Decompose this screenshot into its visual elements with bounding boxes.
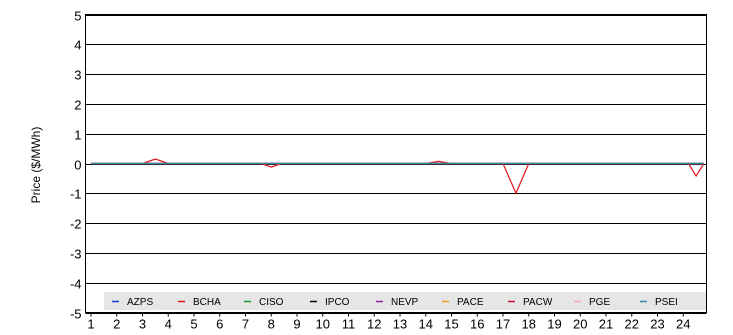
series-lines (91, 158, 705, 195)
x-tick-label: 16 (470, 317, 484, 332)
x-tick-label: 3 (139, 317, 146, 332)
legend-box (104, 292, 706, 310)
legend-label: NEVP (391, 297, 419, 308)
x-tick-label: 17 (496, 317, 510, 332)
x-tick-label: 14 (419, 317, 433, 332)
legend-label: PACE (457, 297, 484, 308)
y-axis-label: Price ($/MWh) (29, 127, 43, 204)
x-tick-label: 15 (444, 317, 458, 332)
x-tick-label: 7 (242, 317, 249, 332)
x-tick-label: 6 (216, 317, 223, 332)
x-tick-label: 21 (599, 317, 613, 332)
x-tick-label: 18 (522, 317, 536, 332)
y-tick-label: 4 (74, 38, 81, 53)
x-tick-label: 1 (87, 317, 94, 332)
x-tick-label: 19 (547, 317, 561, 332)
legend-label: CISO (259, 297, 284, 308)
x-tick-label: 12 (367, 317, 381, 332)
y-axis-ticks: 5 4 3 2 1 0 -1 -2 -3 -4 -5 (70, 9, 82, 322)
y-tick-label: 3 (74, 68, 81, 83)
x-tick-label: 8 (268, 317, 275, 332)
x-tick-label: 13 (393, 317, 407, 332)
legend-label: PGE (589, 297, 610, 308)
plot-frame (85, 14, 707, 313)
gridlines (85, 15, 707, 314)
x-tick-label: 10 (316, 317, 330, 332)
x-tick-label: 9 (293, 317, 300, 332)
x-tick-label: 24 (676, 317, 690, 332)
x-tick-label: 20 (573, 317, 587, 332)
legend-label: PACW (523, 297, 553, 308)
legend-label: BCHA (193, 297, 221, 308)
y-tick-label: -2 (70, 217, 82, 232)
y-tick-label: -5 (70, 307, 82, 322)
legend-label: IPCO (325, 297, 350, 308)
x-tick-label: 2 (113, 317, 120, 332)
x-axis-ticks: 1 2 3 4 5 6 7 8 9 10 11 12 13 14 15 16 17 18 19 20 21 22 23 24 (87, 312, 690, 332)
legend-label: PSEI (655, 297, 678, 308)
y-tick-label: -3 (70, 247, 82, 262)
x-tick-label: 23 (650, 317, 664, 332)
y-tick-label: 0 (74, 158, 81, 173)
y-tick-label: 1 (74, 128, 81, 143)
y-tick-label: -1 (70, 187, 82, 202)
y-tick-label: -4 (70, 277, 82, 292)
x-tick-label: 4 (165, 317, 172, 332)
legend-label: AZPS (127, 297, 153, 308)
x-tick-label: 11 (342, 317, 356, 332)
y-tick-label: 2 (74, 98, 81, 113)
legend: AZPS BCHA CISO IPCO NEVP PACE PACW PGE PSEI (104, 292, 706, 310)
y-tick-label: 5 (74, 9, 81, 24)
x-tick-label: 22 (625, 317, 639, 332)
x-tick-label: 5 (190, 317, 197, 332)
